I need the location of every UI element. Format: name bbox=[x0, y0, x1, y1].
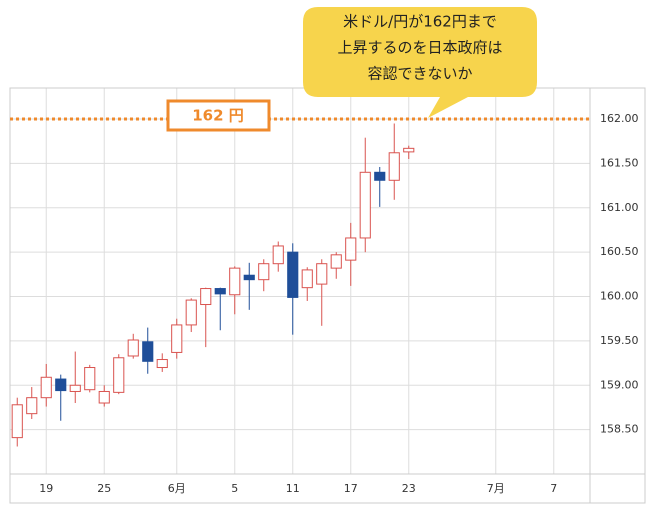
candle-body bbox=[40, 376, 52, 399]
y-tick-label: 159.50 bbox=[600, 334, 639, 347]
candle-body bbox=[374, 171, 386, 181]
candle-body bbox=[69, 384, 81, 392]
candle-body bbox=[127, 339, 139, 357]
callout-line: 米ドル/円が162円まで bbox=[343, 13, 497, 31]
y-tick-label: 161.00 bbox=[600, 201, 639, 214]
candle-body bbox=[243, 274, 255, 281]
x-tick-label: 7月 bbox=[487, 482, 505, 495]
y-tick-label: 158.50 bbox=[600, 423, 639, 436]
candle-body bbox=[55, 378, 67, 392]
callout-line: 上昇するのを日本政府は bbox=[337, 39, 502, 57]
candle-body bbox=[26, 397, 38, 415]
candle-body bbox=[258, 263, 270, 281]
y-tick-label: 162.00 bbox=[600, 112, 639, 125]
plot-frame bbox=[9, 87, 646, 504]
x-tick-label: 17 bbox=[344, 482, 358, 495]
reference-label-box bbox=[166, 99, 271, 132]
candle-body bbox=[403, 147, 415, 153]
callout-bubble bbox=[303, 7, 537, 118]
candle-body bbox=[229, 267, 241, 296]
x-tick-label: 7 bbox=[550, 482, 557, 495]
reference-label: 162 円 bbox=[192, 107, 244, 125]
x-tick-label: 5 bbox=[231, 482, 238, 495]
candle-body bbox=[142, 341, 154, 362]
candle-body bbox=[214, 288, 226, 295]
y-tick-label: 160.00 bbox=[600, 290, 639, 303]
candle-body bbox=[345, 237, 357, 261]
candle-body bbox=[84, 367, 96, 391]
candle-body bbox=[113, 357, 125, 393]
candle-body bbox=[156, 359, 168, 369]
x-tick-label: 11 bbox=[286, 482, 300, 495]
candle-body bbox=[330, 254, 342, 269]
x-tick-label: 23 bbox=[402, 482, 416, 495]
x-tick-label: 19 bbox=[39, 482, 53, 495]
candle-body bbox=[316, 263, 328, 285]
candle-body bbox=[11, 404, 23, 439]
candle-body bbox=[200, 288, 212, 306]
candle-body bbox=[359, 171, 371, 239]
candle-body bbox=[98, 390, 110, 404]
x-tick-label: 6月 bbox=[168, 482, 186, 495]
candle-body bbox=[185, 299, 197, 326]
candle-body bbox=[272, 245, 284, 265]
callout-line: 容認できないか bbox=[367, 65, 472, 83]
y-tick-label: 160.50 bbox=[600, 245, 639, 258]
candle-body bbox=[171, 324, 183, 353]
candle-body bbox=[388, 152, 400, 181]
y-tick-label: 159.00 bbox=[600, 378, 639, 391]
grid-layer bbox=[10, 88, 590, 474]
marks bbox=[10, 117, 590, 447]
x-tick-label: 25 bbox=[97, 482, 111, 495]
candle-body bbox=[301, 269, 313, 289]
candle-body bbox=[287, 251, 299, 298]
y-tick-label: 161.50 bbox=[600, 156, 639, 169]
